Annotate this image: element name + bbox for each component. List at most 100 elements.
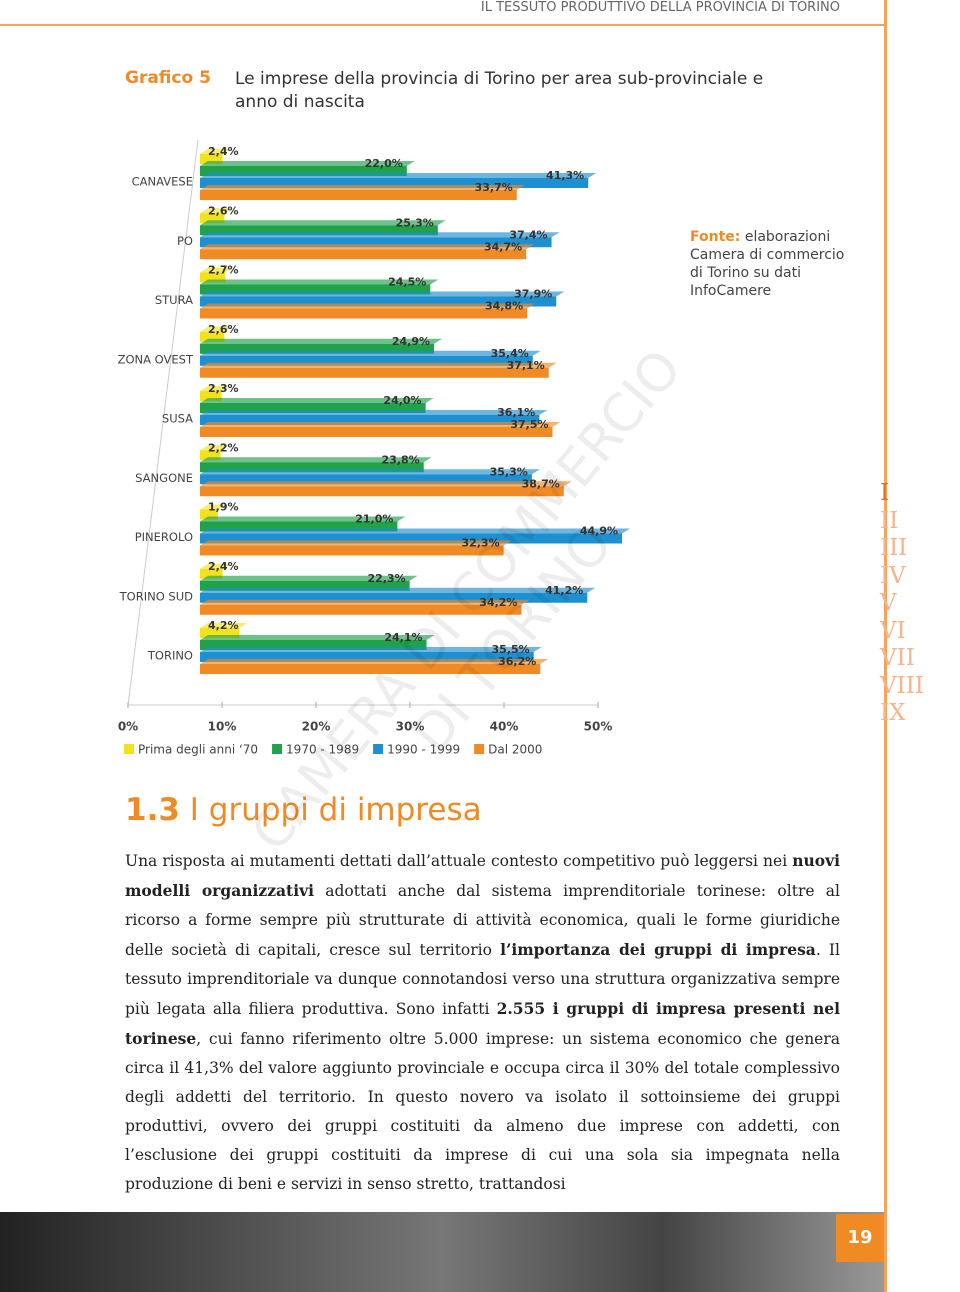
- sidebar-numeral: V: [880, 590, 897, 616]
- bar-top: [200, 185, 525, 190]
- sidebar-numeral: IX: [880, 700, 906, 726]
- value-label: 4,2%: [208, 619, 239, 632]
- category-label: CANAVESE: [132, 175, 193, 189]
- bar-top: [200, 362, 557, 368]
- category-label: TORINO SUD: [119, 589, 193, 603]
- value-label: 33,7%: [475, 181, 513, 194]
- chart-title: Le imprese della provincia di Torino per…: [235, 69, 764, 112]
- bar: [200, 249, 527, 260]
- bar-top: [200, 303, 536, 309]
- x-tick-label: 20%: [302, 720, 331, 734]
- text-bold: l’importanza dei gruppi di impresa: [500, 940, 816, 959]
- body-text: Una risposta ai mutamenti dettati dall’a…: [125, 846, 840, 1199]
- footer-image: [0, 1212, 884, 1292]
- sidebar-numeral: I: [880, 480, 890, 506]
- bar-top: [200, 540, 512, 546]
- value-label: 36,1%: [497, 406, 535, 419]
- bar: [200, 343, 435, 354]
- value-label: 37,9%: [514, 288, 552, 301]
- bar-top: [200, 481, 572, 487]
- bar: [200, 533, 623, 544]
- x-tick-label: 30%: [396, 720, 425, 734]
- sidebar-numeral: III: [880, 535, 908, 561]
- bar: [200, 166, 407, 176]
- bar-top: [200, 575, 418, 581]
- source-label: Fonte:: [690, 229, 741, 245]
- legend-swatch: [124, 744, 134, 754]
- sidebar-numeral: VI: [880, 617, 906, 644]
- bar: [200, 415, 540, 425]
- value-label: 2,2%: [208, 441, 239, 454]
- value-label: 2,7%: [208, 264, 239, 277]
- sidebar: I II III IV V VI VII VIII IX: [880, 480, 960, 728]
- bar: [200, 427, 553, 437]
- legend-label: Prima degli anni ‘70: [138, 743, 258, 757]
- bar-top: [200, 422, 561, 427]
- value-label: 37,5%: [510, 418, 548, 431]
- text-bold: nuovi modelli organizzativi: [125, 851, 840, 900]
- sidebar-numeral: IV: [880, 562, 906, 589]
- bar: [200, 474, 532, 485]
- bar: [200, 509, 218, 520]
- legend-swatch: [272, 744, 283, 754]
- bar-top: [200, 445, 229, 451]
- margin-rule: [884, 0, 887, 1292]
- bar-top: [200, 587, 596, 593]
- bar: [200, 628, 240, 638]
- section-number: 1.3: [125, 792, 180, 828]
- bar: [200, 154, 223, 164]
- value-label: 2,6%: [208, 323, 239, 336]
- bar-top: [200, 291, 565, 297]
- page-number: 19: [836, 1214, 884, 1262]
- value-label: 23,8%: [382, 453, 420, 466]
- sidebar-numeral: VII: [880, 645, 915, 671]
- bar-top: [200, 504, 226, 510]
- bar-top: [200, 326, 233, 332]
- value-label: 21,0%: [355, 513, 393, 526]
- value-label: 32,3%: [461, 537, 499, 550]
- value-label: 2,3%: [208, 382, 239, 395]
- category-label: PINEROLO: [135, 530, 193, 544]
- chart-source: Fonte: elaborazioni Camera di commercio …: [690, 228, 860, 300]
- bar-top: [200, 208, 233, 214]
- bar-top: [200, 398, 434, 403]
- bar-top: [200, 267, 234, 273]
- value-label: 38,7%: [522, 477, 560, 490]
- back-line: [127, 140, 199, 706]
- value-label: 37,1%: [507, 359, 545, 372]
- bar: [200, 664, 541, 674]
- bar: [200, 640, 427, 650]
- bar-top: [200, 599, 530, 605]
- bar-top: [200, 173, 597, 178]
- category-label: TORINO: [147, 649, 193, 663]
- value-label: 34,7%: [484, 240, 522, 253]
- value-label: 41,2%: [545, 584, 583, 597]
- text-run: . Il tessuto imprenditoriale va dunque c…: [125, 941, 840, 1018]
- legend-swatch: [474, 744, 485, 754]
- bar: [200, 355, 533, 366]
- bar-top: [200, 149, 231, 154]
- bar-top: [200, 563, 231, 569]
- value-label: 2,4%: [208, 560, 239, 573]
- bar: [200, 521, 398, 532]
- bar: [200, 604, 522, 615]
- bar-top: [200, 528, 631, 534]
- header-rule: [0, 24, 884, 26]
- value-label: 44,9%: [580, 525, 618, 538]
- bar: [200, 190, 517, 200]
- bar-top: [200, 635, 435, 640]
- value-label: 22,0%: [365, 157, 403, 170]
- text-run: adottati anche dal sistema imprenditoria…: [125, 882, 840, 959]
- bar-top: [200, 516, 406, 522]
- category-label: ZONA OVEST: [118, 352, 194, 366]
- bar: [200, 568, 223, 579]
- section-heading: 1.3 I gruppi di impresa: [125, 792, 482, 828]
- section-title: I gruppi di impresa: [189, 792, 482, 828]
- value-label: 2,6%: [208, 204, 239, 217]
- text-run: Una risposta ai mutamenti dettati dall’a…: [125, 852, 793, 870]
- sidebar-numeral: VIII: [880, 672, 924, 699]
- bar: [200, 391, 222, 401]
- bar: [200, 225, 438, 236]
- bar: [200, 486, 564, 497]
